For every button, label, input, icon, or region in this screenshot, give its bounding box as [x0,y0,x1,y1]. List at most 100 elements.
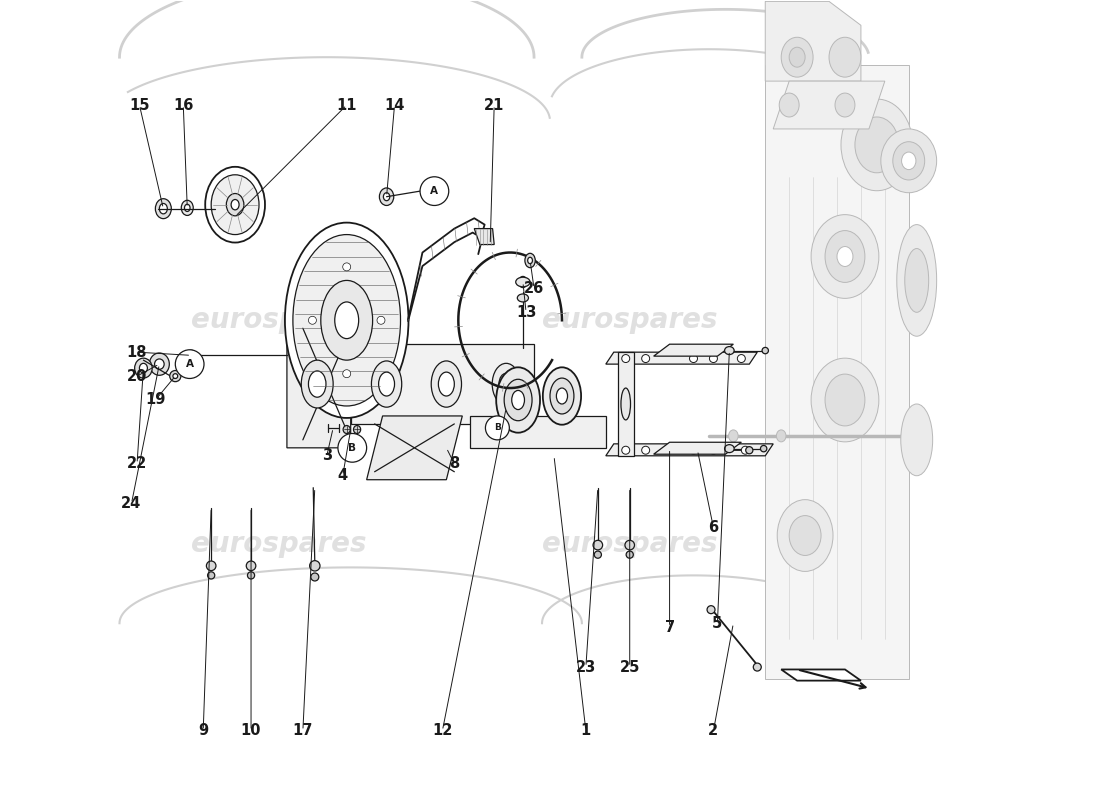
Ellipse shape [311,573,319,581]
Circle shape [338,434,366,462]
Text: B: B [349,443,356,453]
Text: 22: 22 [126,456,147,471]
Text: 20: 20 [126,369,147,383]
Polygon shape [351,344,535,424]
Ellipse shape [227,194,244,216]
Ellipse shape [825,230,865,282]
Polygon shape [781,670,861,681]
Text: 5: 5 [713,616,723,630]
Ellipse shape [710,354,717,362]
Text: 23: 23 [575,659,596,674]
Ellipse shape [301,360,333,408]
Text: 10: 10 [241,723,262,738]
Ellipse shape [525,254,536,268]
Ellipse shape [516,278,530,286]
Ellipse shape [825,374,865,426]
Ellipse shape [762,347,769,354]
Ellipse shape [173,374,178,378]
Ellipse shape [343,263,351,271]
Text: 7: 7 [664,620,674,634]
Text: 1: 1 [581,723,591,738]
Ellipse shape [248,572,254,579]
Ellipse shape [625,540,635,550]
Ellipse shape [690,354,697,362]
Polygon shape [773,81,884,129]
Text: 2: 2 [708,723,718,738]
Ellipse shape [334,302,359,338]
Text: 4: 4 [338,468,348,483]
Text: eurospares: eurospares [542,306,717,334]
Ellipse shape [557,388,568,404]
Ellipse shape [343,370,351,378]
Circle shape [485,416,509,440]
Ellipse shape [182,200,194,215]
Ellipse shape [835,93,855,117]
Ellipse shape [779,93,799,117]
Ellipse shape [207,561,216,570]
Ellipse shape [379,188,394,206]
Ellipse shape [528,258,532,264]
Ellipse shape [905,249,928,312]
Ellipse shape [308,371,326,398]
Ellipse shape [837,246,852,266]
Ellipse shape [725,445,734,453]
Polygon shape [766,65,909,679]
Circle shape [420,177,449,206]
Ellipse shape [155,198,172,218]
Text: 6: 6 [708,520,718,535]
Ellipse shape [621,354,629,362]
Text: 11: 11 [337,98,358,113]
Ellipse shape [901,404,933,476]
Ellipse shape [372,361,402,407]
Ellipse shape [728,430,738,442]
Ellipse shape [842,99,913,190]
Polygon shape [606,352,757,364]
Ellipse shape [343,426,350,434]
Ellipse shape [781,38,813,77]
Ellipse shape [512,390,525,410]
Ellipse shape [893,142,925,180]
Text: 15: 15 [129,98,150,113]
Ellipse shape [778,500,833,571]
Text: eurospares: eurospares [542,530,717,558]
Ellipse shape [621,446,629,454]
Ellipse shape [641,354,650,362]
Ellipse shape [439,372,454,396]
Ellipse shape [246,561,256,570]
Ellipse shape [707,606,715,614]
Ellipse shape [431,361,462,407]
Text: 18: 18 [126,345,147,360]
Ellipse shape [896,225,937,336]
Polygon shape [471,416,606,448]
Ellipse shape [150,353,169,375]
Ellipse shape [725,346,734,354]
Ellipse shape [881,129,937,193]
Text: 26: 26 [524,281,544,296]
Text: 24: 24 [121,496,142,511]
Ellipse shape [140,363,147,373]
Polygon shape [653,344,734,356]
Ellipse shape [811,214,879,298]
Ellipse shape [499,374,514,395]
Ellipse shape [285,222,408,418]
Ellipse shape [155,359,164,370]
Ellipse shape [621,388,630,420]
Ellipse shape [293,234,400,406]
Polygon shape [653,442,741,454]
Ellipse shape [134,358,152,378]
Polygon shape [366,416,462,480]
Ellipse shape [626,551,634,558]
Ellipse shape [741,446,749,454]
Polygon shape [766,2,861,81]
Ellipse shape [353,426,361,434]
Text: A: A [430,186,439,196]
Ellipse shape [641,446,650,454]
Polygon shape [606,444,773,456]
Text: 17: 17 [293,723,314,738]
Ellipse shape [206,167,265,242]
Ellipse shape [594,551,602,558]
Polygon shape [474,229,494,245]
Ellipse shape [542,367,581,425]
Text: 8: 8 [449,456,460,471]
Ellipse shape [208,572,214,579]
